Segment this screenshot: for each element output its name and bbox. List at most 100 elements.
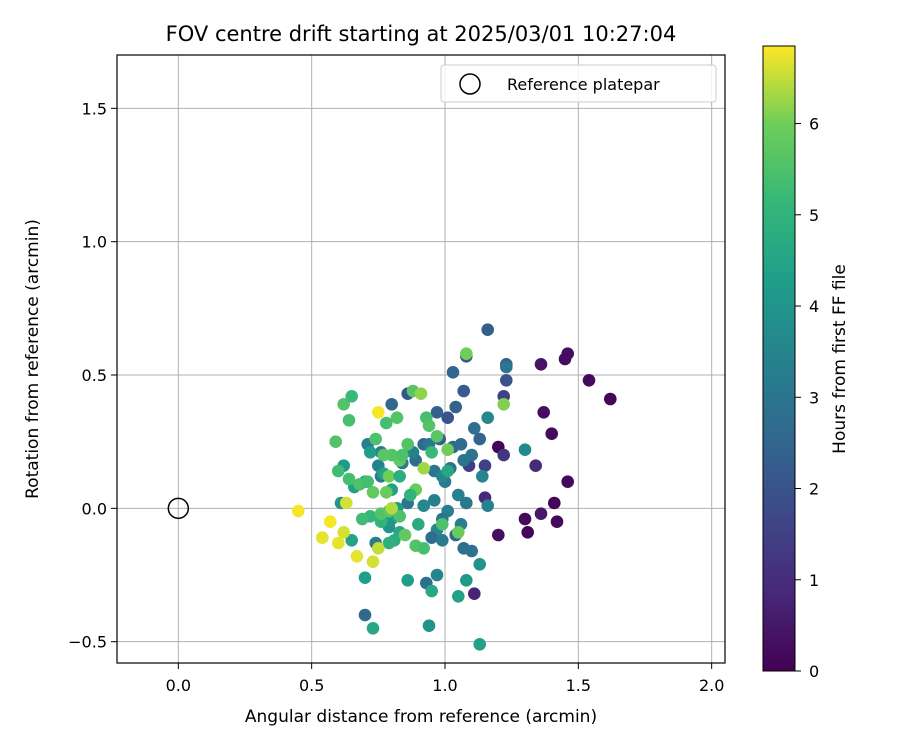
data-point <box>377 448 391 462</box>
data-point <box>430 568 444 582</box>
data-point <box>497 398 511 411</box>
data-point <box>534 358 548 371</box>
data-point <box>550 515 564 528</box>
data-point <box>372 406 385 419</box>
colorbar-label: Hours from first FF file <box>830 264 850 454</box>
data-point <box>441 411 455 425</box>
data-point <box>342 414 356 427</box>
data-point <box>457 454 471 467</box>
data-point <box>425 584 439 598</box>
data-point <box>396 448 409 462</box>
data-point <box>452 488 465 502</box>
data-point <box>422 619 436 632</box>
y-tick-label: 0.0 <box>82 499 107 518</box>
x-tick-label: 2.0 <box>699 676 724 695</box>
data-point <box>452 590 465 603</box>
data-point <box>478 459 492 473</box>
data-point <box>446 366 460 379</box>
data-point <box>417 542 431 555</box>
data-point <box>468 422 481 435</box>
chart-title: FOV centre drift starting at 2025/03/01 … <box>166 22 677 46</box>
colorbar-tick-label: 4 <box>809 297 819 316</box>
data-point <box>380 416 393 430</box>
data-point <box>537 406 550 419</box>
data-point <box>425 446 439 459</box>
data-point <box>417 499 431 512</box>
data-point <box>356 512 369 526</box>
grid-lines <box>117 55 725 663</box>
data-point <box>476 470 489 483</box>
data-point <box>345 390 359 403</box>
legend-entry-reference-platepar: Reference platepar <box>507 75 660 94</box>
colorbar-tick-label: 0 <box>809 662 819 681</box>
data-point <box>417 462 431 475</box>
data-point <box>529 459 542 473</box>
data-point <box>380 486 393 499</box>
x-axis-label: Angular distance from reference (arcmin) <box>245 707 597 727</box>
colorbar: 0 1 2 3 4 5 6 Hours from first FF file <box>762 45 850 681</box>
data-point <box>492 528 505 542</box>
plot-frame <box>116 54 726 664</box>
data-point <box>369 432 383 446</box>
data-point <box>454 438 468 451</box>
data-point <box>428 494 441 507</box>
y-tick-label: 1.5 <box>82 99 107 118</box>
data-point <box>436 534 449 547</box>
data-point <box>422 419 436 433</box>
data-point <box>340 496 353 510</box>
legend: Reference platepar <box>440 64 717 103</box>
data-point <box>292 504 305 518</box>
data-point <box>430 406 444 419</box>
data-point <box>337 526 351 539</box>
reference-platepar-marker <box>167 497 190 520</box>
data-point <box>393 510 407 523</box>
data-points <box>292 323 617 651</box>
data-point <box>332 536 345 550</box>
data-point <box>518 512 532 526</box>
data-point <box>460 574 473 587</box>
data-point <box>441 443 455 457</box>
data-point <box>582 374 596 387</box>
data-point <box>372 542 385 555</box>
data-point <box>358 608 372 622</box>
data-point <box>521 526 534 539</box>
data-point <box>500 360 513 374</box>
data-point <box>361 475 375 489</box>
y-tick-label: −0.5 <box>68 633 107 652</box>
x-tick-label: 1.5 <box>566 676 591 695</box>
data-point <box>382 470 396 483</box>
colorbar-gradient <box>762 45 796 672</box>
data-point <box>430 430 444 443</box>
colorbar-tick-label: 1 <box>809 571 819 590</box>
data-point <box>316 531 329 544</box>
data-point <box>366 486 380 499</box>
data-point <box>534 507 548 520</box>
colorbar-tick-label: 6 <box>809 115 819 134</box>
y-tick-label: 0.5 <box>82 366 107 385</box>
data-point <box>329 435 343 449</box>
legend-box <box>440 64 717 103</box>
y-axis-ticks: −0.5 0.0 0.5 1.0 1.5 <box>68 99 117 652</box>
data-point <box>366 555 380 568</box>
data-point <box>345 534 359 547</box>
y-axis-label: Rotation from reference (arcmin) <box>23 219 43 499</box>
data-point <box>558 352 572 366</box>
data-point <box>481 323 495 337</box>
data-point <box>393 470 407 483</box>
colorbar-tick-label: 3 <box>809 388 819 407</box>
x-tick-label: 0.0 <box>166 676 191 695</box>
data-point <box>497 448 511 462</box>
data-point <box>398 528 412 542</box>
data-point <box>366 622 380 635</box>
colorbar-tick-label: 2 <box>809 480 819 499</box>
data-point <box>342 472 356 486</box>
y-tick-label: 1.0 <box>82 233 107 252</box>
data-point <box>382 536 396 550</box>
data-point <box>500 374 513 387</box>
data-point <box>473 558 487 571</box>
data-point <box>449 400 463 414</box>
data-point <box>473 432 487 446</box>
data-point <box>385 502 399 515</box>
data-point <box>481 499 495 512</box>
